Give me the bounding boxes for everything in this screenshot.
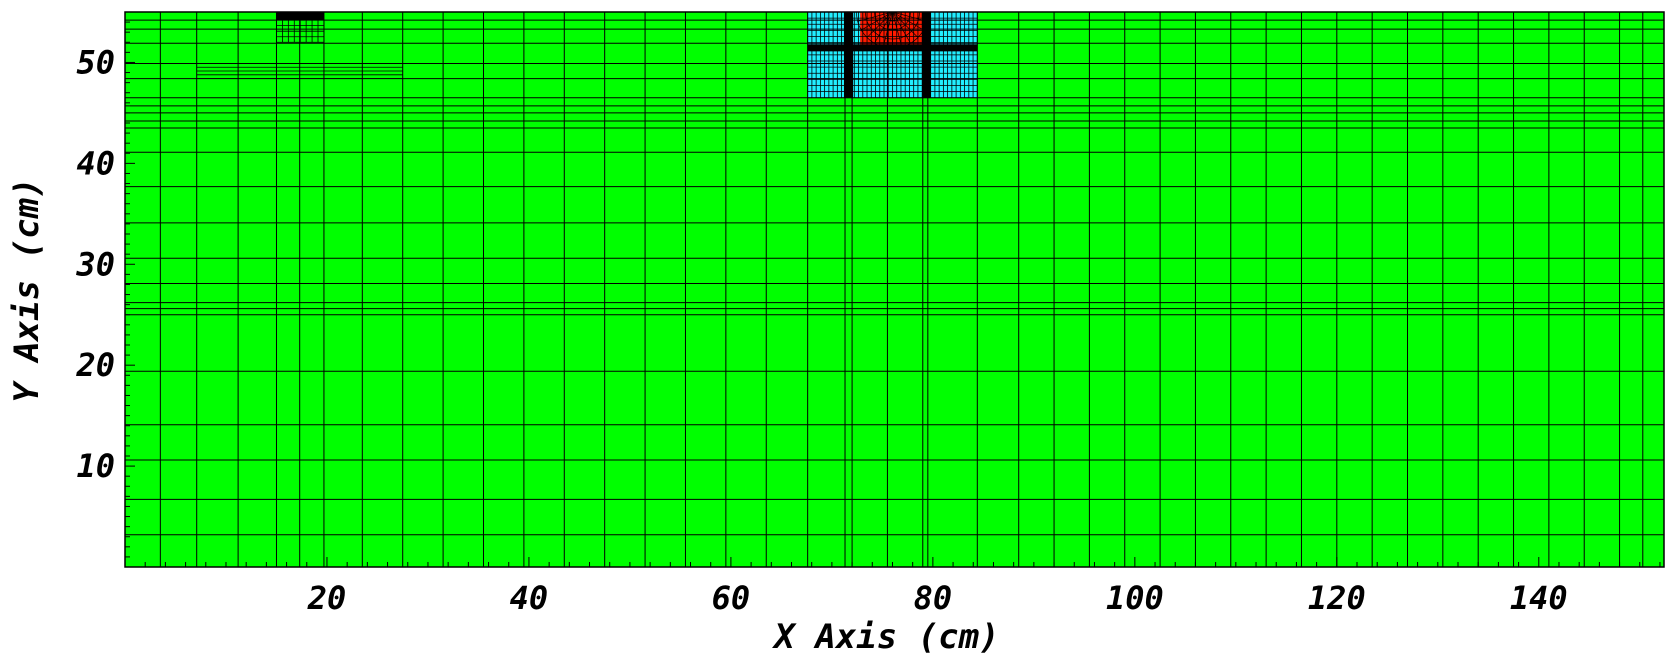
- plot-frame: [124, 11, 1665, 568]
- radial-spoke: [892, 11, 919, 38]
- radial-spoke: [857, 11, 893, 22]
- y-axis-title: Y Axis (cm): [7, 177, 47, 402]
- x-tick-label: 100: [1106, 579, 1164, 617]
- radial-spoke: [861, 11, 893, 31]
- radial-spoke: [892, 11, 924, 31]
- radial-spoke: [874, 11, 893, 44]
- x-tick-label: 140: [1510, 579, 1568, 617]
- x-tick-label: 40: [510, 579, 549, 617]
- y-tick-label: 10: [76, 447, 115, 485]
- dark-band-vertical: [922, 12, 931, 98]
- x-axis-title: X Axis (cm): [771, 617, 999, 657]
- dark-band-vertical: [844, 12, 854, 98]
- radial-spoke: [882, 11, 893, 47]
- tick-labels: 20 40 60 80 100 120 140 10 20 30 40 50: [75, 43, 1567, 617]
- mesh-lines: [125, 11, 1664, 567]
- plot-area: [125, 12, 1664, 567]
- x-tick-label: 60: [712, 579, 751, 617]
- axes: [124, 11, 1665, 568]
- tick-marks: [125, 21, 1661, 567]
- radial-spoke: [892, 11, 928, 22]
- radial-spoke: [892, 11, 911, 44]
- x-tick-label: 20: [307, 579, 347, 617]
- region-black-strip: [276, 12, 324, 21]
- x-tick-label: 120: [1308, 579, 1366, 617]
- x-tick-label: 80: [914, 579, 953, 617]
- y-tick-label: 30: [75, 245, 115, 283]
- radial-spoke: [892, 11, 903, 47]
- y-tick-label: 50: [76, 43, 115, 81]
- radial-spoke: [866, 11, 893, 38]
- y-tick-label: 20: [75, 346, 115, 384]
- y-tick-label: 40: [76, 144, 115, 182]
